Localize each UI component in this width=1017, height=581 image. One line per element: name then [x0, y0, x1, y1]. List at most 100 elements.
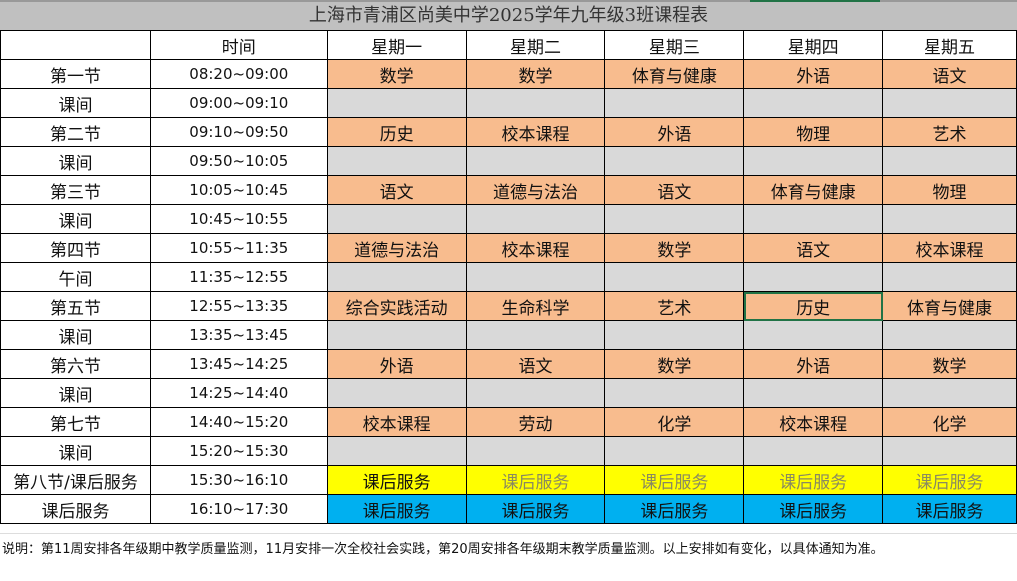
- time-cell[interactable]: 11:35~12:55: [149, 262, 328, 292]
- period-label[interactable]: 午间: [0, 262, 151, 292]
- time-cell[interactable]: 10:55~11:35: [149, 233, 328, 263]
- class-cell[interactable]: 外语: [743, 349, 884, 379]
- time-cell[interactable]: 09:00~09:10: [149, 88, 328, 118]
- class-cell[interactable]: 校本课程: [465, 117, 606, 147]
- class-cell[interactable]: 课后服务: [743, 465, 884, 495]
- class-cell[interactable]: [465, 146, 606, 176]
- class-cell[interactable]: [604, 378, 745, 408]
- class-cell[interactable]: [882, 262, 1017, 292]
- class-cell[interactable]: 课后服务: [882, 465, 1017, 495]
- time-cell[interactable]: 10:05~10:45: [149, 175, 328, 205]
- period-label[interactable]: 第一节: [0, 59, 151, 89]
- class-cell[interactable]: 道德与法治: [465, 175, 606, 205]
- class-cell[interactable]: 课后服务: [465, 494, 606, 524]
- class-cell[interactable]: 校本课程: [882, 233, 1017, 263]
- class-cell[interactable]: [882, 378, 1017, 408]
- class-cell[interactable]: [882, 146, 1017, 176]
- header-cell[interactable]: 星期二: [465, 30, 606, 60]
- class-cell[interactable]: [326, 88, 467, 118]
- class-cell[interactable]: [604, 436, 745, 466]
- class-cell[interactable]: [326, 146, 467, 176]
- class-cell[interactable]: 历史: [326, 117, 467, 147]
- class-cell[interactable]: 体育与健康: [743, 175, 884, 205]
- time-cell[interactable]: 14:25~14:40: [149, 378, 328, 408]
- class-cell[interactable]: [882, 88, 1017, 118]
- class-cell[interactable]: 数学: [604, 233, 745, 263]
- class-cell[interactable]: 语文: [604, 175, 745, 205]
- period-label[interactable]: 课间: [0, 146, 151, 176]
- time-cell[interactable]: 14:40~15:20: [149, 407, 328, 437]
- class-cell[interactable]: 外语: [326, 349, 467, 379]
- class-cell[interactable]: [326, 436, 467, 466]
- class-cell[interactable]: 艺术: [604, 291, 745, 321]
- period-label[interactable]: 课间: [0, 88, 151, 118]
- class-cell[interactable]: 课后服务: [326, 465, 467, 495]
- time-cell[interactable]: 15:20~15:30: [149, 436, 328, 466]
- class-cell[interactable]: 数学: [882, 349, 1017, 379]
- class-cell[interactable]: [604, 204, 745, 234]
- class-cell[interactable]: [326, 320, 467, 350]
- sheet-title[interactable]: 上海市青浦区尚美中学2025学年九年级3班课程表: [0, 0, 1017, 30]
- period-label[interactable]: 第四节: [0, 233, 151, 263]
- class-cell[interactable]: [465, 88, 606, 118]
- time-cell[interactable]: 08:20~09:00: [149, 59, 328, 89]
- class-cell[interactable]: [882, 320, 1017, 350]
- class-cell[interactable]: 化学: [604, 407, 745, 437]
- class-cell[interactable]: 课后服务: [326, 494, 467, 524]
- class-cell[interactable]: [604, 320, 745, 350]
- period-label[interactable]: 第八节/课后服务: [0, 465, 151, 495]
- time-cell[interactable]: 16:10~17:30: [149, 494, 328, 524]
- time-cell[interactable]: 09:10~09:50: [149, 117, 328, 147]
- class-cell[interactable]: 课后服务: [743, 494, 884, 524]
- class-cell[interactable]: 物理: [882, 175, 1017, 205]
- class-cell[interactable]: [465, 320, 606, 350]
- class-cell[interactable]: 数学: [465, 59, 606, 89]
- period-label[interactable]: 课后服务: [0, 494, 151, 524]
- class-cell[interactable]: 历史: [743, 291, 884, 321]
- class-cell[interactable]: [465, 378, 606, 408]
- class-cell[interactable]: 校本课程: [743, 407, 884, 437]
- class-cell[interactable]: 课后服务: [465, 465, 606, 495]
- header-cell[interactable]: [0, 30, 151, 60]
- period-label[interactable]: 课间: [0, 436, 151, 466]
- class-cell[interactable]: [743, 146, 884, 176]
- class-cell[interactable]: [604, 146, 745, 176]
- class-cell[interactable]: 道德与法治: [326, 233, 467, 263]
- class-cell[interactable]: 数学: [604, 349, 745, 379]
- time-cell[interactable]: 09:50~10:05: [149, 146, 328, 176]
- period-label[interactable]: 第五节: [0, 291, 151, 321]
- time-cell[interactable]: 12:55~13:35: [149, 291, 328, 321]
- class-cell[interactable]: 语文: [743, 233, 884, 263]
- class-cell[interactable]: 课后服务: [604, 494, 745, 524]
- header-cell[interactable]: 星期三: [604, 30, 745, 60]
- note-text[interactable]: 说明：第11周安排各年级期中教学质量监测，11月安排一次全校社会实践，第20周安…: [2, 542, 884, 557]
- class-cell[interactable]: [743, 204, 884, 234]
- class-cell[interactable]: [882, 436, 1017, 466]
- class-cell[interactable]: 物理: [743, 117, 884, 147]
- class-cell[interactable]: [743, 262, 884, 292]
- class-cell[interactable]: 艺术: [882, 117, 1017, 147]
- header-cell[interactable]: 时间: [149, 30, 328, 60]
- class-cell[interactable]: 校本课程: [465, 233, 606, 263]
- class-cell[interactable]: 语文: [465, 349, 606, 379]
- period-label[interactable]: 课间: [0, 378, 151, 408]
- period-label[interactable]: 第三节: [0, 175, 151, 205]
- class-cell[interactable]: [604, 88, 745, 118]
- time-cell[interactable]: 10:45~10:55: [149, 204, 328, 234]
- class-cell[interactable]: [743, 378, 884, 408]
- period-label[interactable]: 课间: [0, 204, 151, 234]
- period-label[interactable]: 第二节: [0, 117, 151, 147]
- class-cell[interactable]: [743, 320, 884, 350]
- class-cell[interactable]: 体育与健康: [604, 59, 745, 89]
- class-cell[interactable]: 体育与健康: [882, 291, 1017, 321]
- class-cell[interactable]: [743, 88, 884, 118]
- class-cell[interactable]: 外语: [743, 59, 884, 89]
- class-cell[interactable]: 课后服务: [882, 494, 1017, 524]
- class-cell[interactable]: [882, 204, 1017, 234]
- class-cell[interactable]: [604, 262, 745, 292]
- class-cell[interactable]: [465, 204, 606, 234]
- class-cell[interactable]: 生命科学: [465, 291, 606, 321]
- header-cell[interactable]: 星期四: [743, 30, 884, 60]
- period-label[interactable]: 第六节: [0, 349, 151, 379]
- class-cell[interactable]: 语文: [882, 59, 1017, 89]
